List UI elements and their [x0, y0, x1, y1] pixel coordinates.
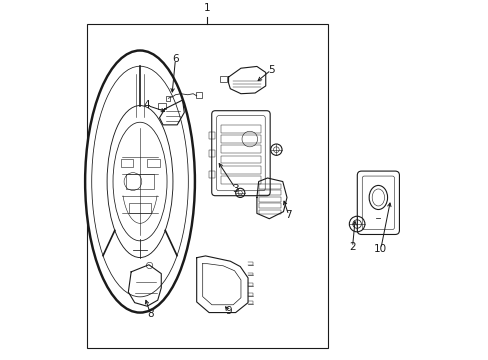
- Ellipse shape: [113, 122, 167, 241]
- Text: 3: 3: [232, 184, 239, 194]
- Bar: [129, 203, 150, 213]
- Ellipse shape: [92, 66, 188, 297]
- Text: 5: 5: [267, 65, 274, 75]
- Text: 2: 2: [348, 242, 355, 252]
- Bar: [259, 197, 280, 202]
- Bar: [220, 176, 261, 184]
- Bar: [259, 184, 280, 189]
- Text: 1: 1: [203, 3, 210, 13]
- Bar: [220, 145, 261, 153]
- Bar: [220, 125, 261, 133]
- Bar: [259, 210, 280, 215]
- Bar: [220, 166, 261, 174]
- Bar: [165, 96, 170, 101]
- Bar: [259, 190, 280, 195]
- Text: 6: 6: [172, 54, 179, 64]
- Bar: [219, 76, 226, 82]
- Bar: [147, 158, 159, 167]
- Bar: [208, 171, 214, 178]
- Bar: [121, 158, 133, 167]
- Bar: [125, 175, 154, 189]
- Ellipse shape: [107, 105, 173, 257]
- FancyBboxPatch shape: [211, 111, 270, 196]
- Bar: [208, 150, 214, 157]
- Text: 9: 9: [225, 306, 231, 316]
- Bar: [158, 103, 165, 109]
- Bar: [259, 203, 280, 208]
- Bar: [87, 24, 327, 348]
- Bar: [220, 135, 261, 143]
- Text: 10: 10: [373, 244, 386, 254]
- Bar: [196, 92, 202, 98]
- Ellipse shape: [85, 50, 195, 312]
- Bar: [220, 156, 261, 163]
- Text: 8: 8: [147, 309, 154, 319]
- Text: 7: 7: [285, 210, 291, 220]
- Text: 4: 4: [143, 100, 150, 111]
- Bar: [208, 132, 214, 139]
- FancyBboxPatch shape: [357, 171, 399, 234]
